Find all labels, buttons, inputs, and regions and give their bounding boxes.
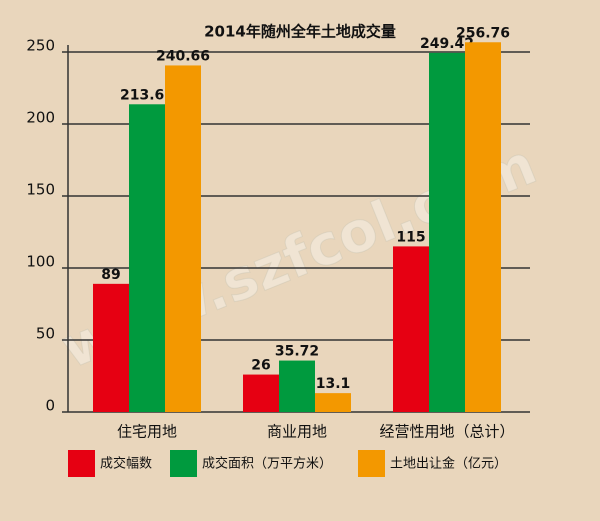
- legend-label: 成交幅数: [100, 456, 152, 472]
- bar: [243, 374, 279, 412]
- value-label: 35.72: [275, 344, 319, 360]
- value-label: 115: [396, 229, 425, 245]
- bar: [93, 283, 129, 412]
- y-tick-label: 100: [26, 253, 55, 271]
- bar: [165, 65, 201, 413]
- legend-label: 成交面积（万平方米）: [202, 456, 332, 472]
- x-tick-label: 住宅用地: [117, 423, 177, 441]
- legend-swatch: [170, 450, 197, 477]
- legend-swatch: [68, 450, 95, 477]
- y-tick-label: 50: [36, 325, 55, 343]
- value-label: 240.66: [156, 48, 210, 64]
- legend-label: 土地出让金（亿元）: [390, 456, 507, 472]
- y-tick-label: 250: [26, 37, 55, 55]
- chart-title: 2014年随州全年土地成交量: [204, 23, 396, 41]
- value-label: 89: [101, 267, 120, 283]
- bar: [393, 246, 429, 412]
- bar: [429, 52, 465, 412]
- y-tick-label: 0: [45, 397, 55, 415]
- value-label: 256.76: [456, 25, 510, 41]
- value-label: 13.1: [316, 376, 351, 392]
- value-label: 213.69: [120, 87, 174, 103]
- legend-swatch: [358, 450, 385, 477]
- x-tick-label: 商业用地: [267, 423, 327, 441]
- y-tick-label: 150: [26, 181, 55, 199]
- bar: [129, 104, 165, 412]
- x-tick-label: 经营性用地（总计）: [379, 423, 514, 441]
- y-tick-label: 200: [26, 109, 55, 127]
- bar: [465, 42, 501, 413]
- bar: [279, 360, 315, 412]
- value-label: 26: [251, 358, 270, 374]
- value-label: 249.42: [420, 36, 474, 52]
- bar: [315, 393, 351, 412]
